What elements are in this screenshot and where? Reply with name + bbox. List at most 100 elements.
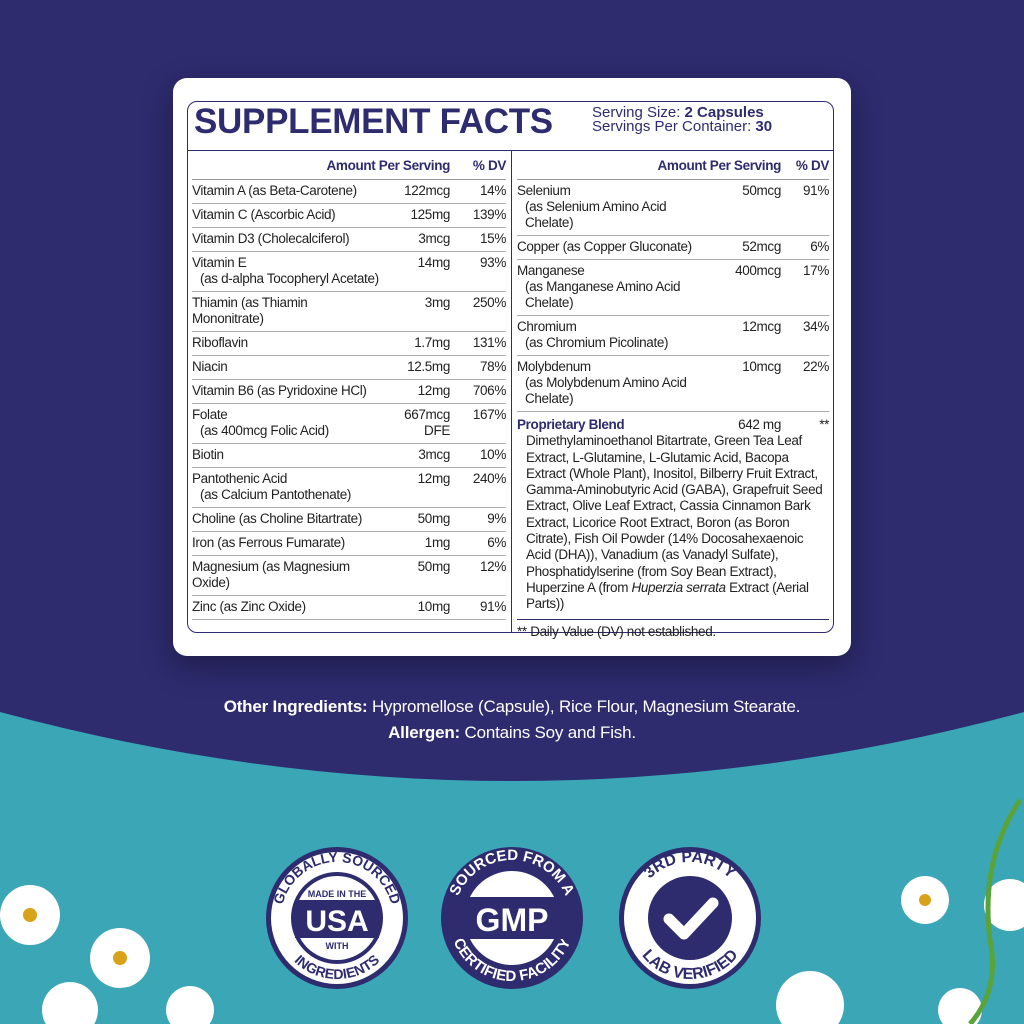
servings-per-container-label: Servings Per Container: [592, 118, 756, 135]
table-row: Folate (as 400mcg Folic Acid) 667mcg DFE 16… [192, 404, 506, 444]
nutrient-dv: 91% [803, 183, 829, 198]
nutrient-name: Pantothenic Acid (as Calcium Pantothenate… [192, 471, 380, 503]
nutrient-name: Vitamin C (Ascorbic Acid) [192, 207, 336, 222]
table-row: Copper (as Copper Gluconate) 52mcg 6% [517, 236, 829, 260]
other-ingredients-label: Other Ingredients: [223, 697, 368, 716]
facts-panel: SUPPLEMENT FACTS Serving Size: 2 Capsule… [187, 101, 834, 639]
nutrient-amount: 10mg [417, 599, 451, 614]
nutrient-amount: 12.5mg [407, 359, 450, 374]
table-row: Biotin 3mcg 10% [192, 444, 506, 468]
table-row: Molybdenum (as Molybdenum Amino Acid Chel… [517, 356, 829, 412]
serving-info: Serving Size: 2 Capsules Servings Per Co… [592, 104, 772, 135]
nutrient-amount: 122mcg [404, 183, 450, 198]
nutrient-source: (as 400mcg Folic Acid) [200, 423, 329, 438]
nutrient-amount: 52mcg [742, 239, 781, 254]
nutrient-dv: 91% [480, 599, 506, 614]
blend-name: Proprietary Blend [517, 417, 625, 432]
nutrient-amount: 125mg [410, 207, 450, 222]
nutrient-dv: 78% [480, 359, 506, 374]
nutrient-name: Riboflavin [192, 335, 248, 350]
nutrient-name: Copper (as Copper Gluconate) [517, 239, 692, 254]
nutrient-amount: 12mg [417, 471, 451, 486]
third-party-lab-badge: 3RD PARTY LAB VERIFIED [619, 847, 761, 989]
nutrient-name: Molybdenum (as Molybdenum Amino Acid Chel… [517, 359, 701, 407]
nutrient-name: Vitamin E (as d-alpha Tocopheryl Acetate) [192, 255, 379, 286]
nutrient-dv: 14% [480, 183, 506, 198]
nutrient-name: Iron (as Ferrous Fumarate) [192, 535, 345, 550]
nutrient-name: Magnesium (as Magnesium Oxide) [192, 559, 350, 590]
nutrient-dv: 15% [480, 231, 506, 246]
table-row: Thiamin (as Thiamin Mononitrate) 3mg 250% [192, 292, 506, 332]
nutrient-dv: 12% [480, 559, 506, 574]
nutrient-amount: 1mg [424, 535, 451, 550]
nutrient-amount: 3mg [424, 295, 451, 310]
table-header: Amount Per Serving % DV [192, 152, 506, 180]
nutrient-source: (as Chromium Picolinate) [525, 335, 669, 350]
table-row: Vitamin C (Ascorbic Acid) 125mg 139% [192, 204, 506, 228]
nutrient-amount: 50mcg [742, 183, 781, 198]
nutrient-amount: 12mg [417, 383, 451, 398]
table-row: Iron (as Ferrous Fumarate) 1mg 6% [192, 532, 506, 556]
check-icon [663, 897, 719, 940]
allergen-label: Allergen: [388, 723, 460, 742]
dv-header: % DV [472, 158, 506, 173]
table-row: Vitamin E (as d-alpha Tocopheryl Acetate)… [192, 252, 506, 292]
serving-size-value: 2 Capsules [684, 104, 764, 121]
nutrient-name: Chromium (as Chromium Picolinate) [517, 319, 701, 351]
nutrient-name: Niacin [192, 359, 228, 374]
nutrient-amount: 50mg [417, 559, 451, 574]
svg-text:GMP: GMP [476, 902, 549, 938]
nutrient-dv: 240% [472, 471, 506, 486]
svg-text:WITH: WITH [326, 941, 349, 951]
table-row: Choline (as Choline Bitartrate) 50mg 9% [192, 508, 506, 532]
table-row: Pantothenic Acid (as Calcium Pantothenate… [192, 468, 506, 508]
nutrient-name: Vitamin B6 (as Pyridoxine HCl) [192, 383, 367, 398]
serving-size-label: Serving Size: [592, 104, 685, 121]
nutrient-name: Choline (as Choline Bitartrate) [192, 511, 362, 526]
svg-text:MADE IN THE: MADE IN THE [308, 889, 367, 899]
nutrient-amount: 667mcg DFE [404, 407, 450, 438]
page-title: SUPPLEMENT FACTS [194, 102, 553, 141]
nutrient-dv: 10% [480, 447, 506, 462]
nutrient-name: Thiamin (as Thiamin Mononitrate) [192, 295, 308, 326]
divider [188, 150, 833, 151]
nutrient-dv: 706% [472, 383, 506, 398]
other-ingredients: Other Ingredients: Hypromellose (Capsule… [0, 694, 1024, 746]
nutrient-amount: 14mg [417, 255, 451, 270]
nutrient-amount: 12mcg [742, 319, 781, 334]
footnote: ** Daily Value (DV) not established. [517, 623, 716, 639]
table-row: Vitamin D3 (Cholecalciferol) 3mcg 15% [192, 228, 506, 252]
nutrient-name: Zinc (as Zinc Oxide) [192, 599, 306, 614]
svg-text:USA: USA [305, 905, 368, 938]
nutrient-dv: 139% [472, 207, 506, 222]
nutrient-amount: 10mcg [742, 359, 781, 374]
other-ingredients-value: Hypromellose (Capsule), Rice Flour, Magn… [367, 697, 801, 716]
made-in-usa-badge: GLOBALLY SOURCED INGREDIENTS MADE IN THE… [266, 847, 408, 989]
table-row: Riboflavin 1.7mg 131% [192, 332, 506, 356]
gmp-certified-badge: SOURCED FROM A CERTIFIED FACILITY GMP [441, 847, 583, 989]
nutrient-source: (as Molybdenum Amino Acid Chelate) [525, 375, 687, 406]
column-divider [511, 150, 512, 632]
nutrient-dv: 34% [803, 319, 829, 334]
nutrient-dv: 167% [472, 407, 506, 422]
nutrient-source: (as d-alpha Tocopheryl Acetate) [200, 271, 379, 286]
nutrient-name: Manganese (as Manganese Amino Acid Chelat… [517, 263, 701, 311]
nutrient-dv: 93% [480, 255, 506, 270]
nutrient-source: (as Selenium Amino Acid Chelate) [525, 199, 667, 230]
nutrient-amount: 3mcg [418, 447, 450, 462]
allergen-value: Contains Soy and Fish. [460, 723, 637, 742]
table-row: Niacin 12.5mg 78% [192, 356, 506, 380]
amount-header: Amount Per Serving [657, 158, 782, 173]
flower-decoration [0, 876, 1024, 1024]
nutrient-amount: 50mg [417, 511, 451, 526]
blend-ingredients: Dimethylaminoethanol Bitartrate, Green T… [526, 433, 823, 612]
nutrient-amount: 400mcg [735, 263, 781, 278]
nutrient-dv: 250% [472, 295, 506, 310]
dv-header: % DV [795, 158, 829, 173]
nutrient-dv: 22% [803, 359, 829, 374]
table-row: Manganese (as Manganese Amino Acid Chelat… [517, 260, 829, 316]
amount-header: Amount Per Serving [326, 158, 451, 173]
nutrient-name: Folate (as 400mcg Folic Acid) [192, 407, 380, 439]
right-nutrient-table: Amount Per Serving % DV Selenium (as Selen… [517, 152, 829, 639]
table-row: Selenium (as Selenium Amino Acid Chelate)… [517, 180, 829, 236]
